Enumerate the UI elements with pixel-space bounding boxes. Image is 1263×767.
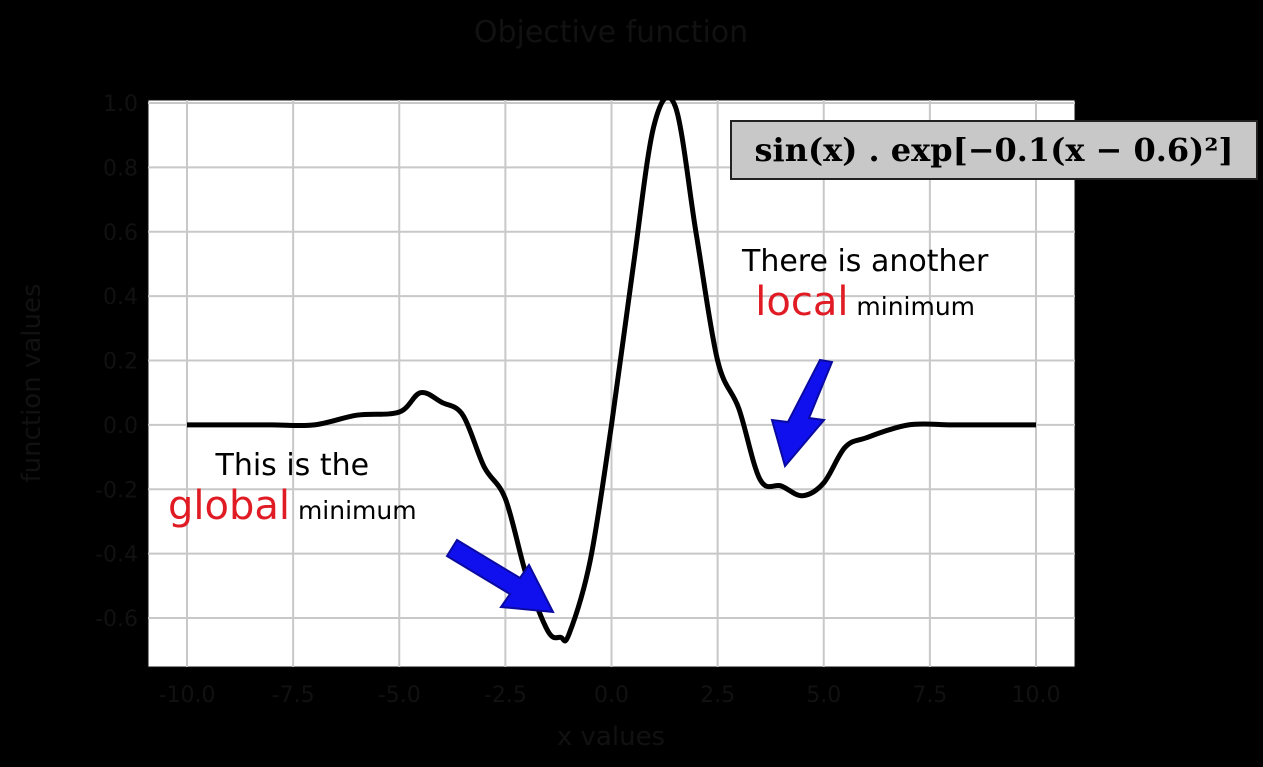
local-annotation-rest: minimum	[848, 292, 976, 321]
y-tick-label: 0.4	[103, 285, 138, 310]
global-minimum-annotation: This is the global minimum	[168, 448, 417, 529]
x-tick-label: -7.5	[272, 683, 315, 708]
y-axis-label: function values	[17, 283, 47, 482]
local-annotation-line1: There is another	[742, 244, 989, 279]
x-tick-label: -10.0	[159, 683, 216, 708]
x-tick-label: -2.5	[484, 683, 527, 708]
objective-curve	[187, 94, 1036, 644]
global-minimum-arrow	[445, 538, 555, 614]
y-tick-label: -0.6	[95, 607, 138, 632]
x-axis-label: x values	[557, 722, 665, 752]
local-annotation-line2: local minimum	[742, 279, 988, 325]
global-annotation-rest: minimum	[290, 496, 417, 525]
global-annotation-line2: global minimum	[168, 483, 417, 529]
y-tick-label: 0.0	[103, 414, 138, 439]
chart-title: Objective function	[474, 15, 748, 50]
global-emphasis: global	[168, 483, 290, 529]
y-tick-label: -0.4	[95, 543, 138, 568]
y-tick-label: -0.2	[95, 478, 138, 503]
x-tick-label: 10.0	[1012, 683, 1061, 708]
y-tick-label: 0.8	[103, 156, 138, 181]
y-tick-label: 1.0	[103, 92, 138, 117]
local-emphasis: local	[755, 279, 849, 325]
x-tick-label: -5.0	[378, 683, 421, 708]
x-tick-label: 2.5	[700, 683, 735, 708]
x-tick-label: 0.0	[594, 683, 629, 708]
local-minimum-arrow	[770, 358, 834, 469]
formula-text: sin(x) . exp[−0.1(x − 0.6)²]	[754, 131, 1234, 169]
x-tick-label: 7.5	[912, 683, 947, 708]
global-annotation-line1: This is the	[215, 448, 370, 483]
y-tick-label: 0.2	[103, 350, 138, 375]
local-minimum-annotation: There is another local minimum	[742, 244, 988, 325]
formula-box: sin(x) . exp[−0.1(x − 0.6)²]	[730, 120, 1258, 180]
x-tick-label: 5.0	[806, 683, 841, 708]
y-tick-label: 0.6	[103, 221, 138, 246]
tick-labels: -10.0 -7.5 -5.0 -2.5 0.0 2.5 5.0 7.5 10.0 -0.6 -0.…	[95, 92, 1060, 708]
